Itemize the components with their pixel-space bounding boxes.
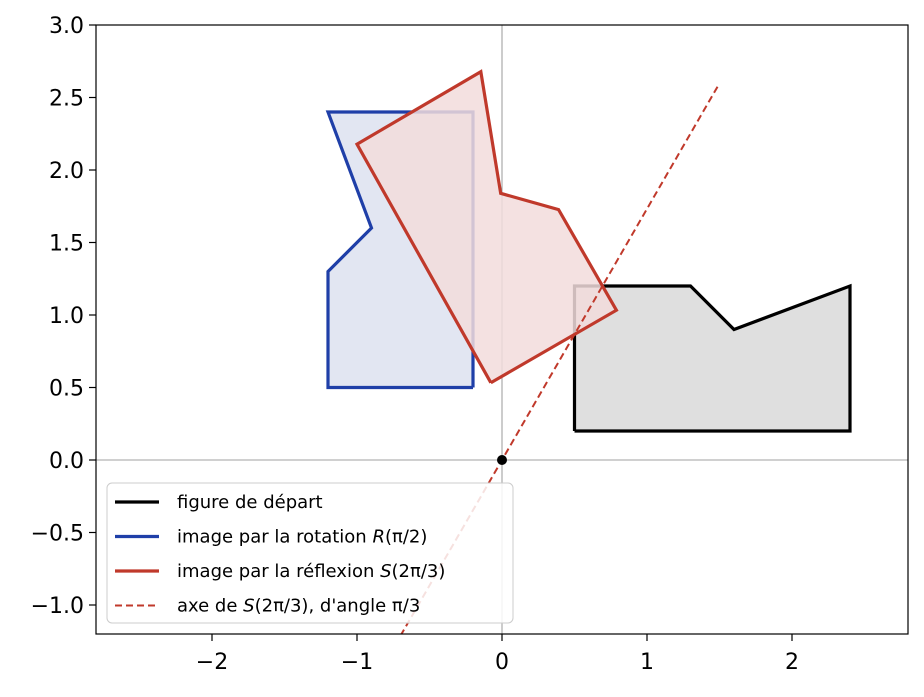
- x-tick-label-2: 0: [495, 650, 509, 675]
- legend-label-1: image par la rotation R(π/2): [177, 527, 427, 548]
- y-tick-label-7: 2.5: [49, 87, 84, 112]
- y-tick-label-2: 0.0: [49, 449, 84, 474]
- legend: figure de départ image par la rotation R(…: [106, 482, 514, 624]
- x-tick-label-1: −1: [341, 650, 373, 675]
- y-tick-label-0: −1.0: [31, 594, 84, 619]
- x-tick-label-3: 1: [640, 650, 654, 675]
- y-tick-label-1: −0.5: [31, 522, 84, 547]
- legend-label-2: image par la réflexion S(2π/3): [177, 561, 445, 582]
- x-tick-label-0: −2: [196, 650, 228, 675]
- y-tick-label-5: 1.5: [49, 232, 84, 257]
- origin-point: [497, 455, 507, 465]
- series-2-fill: [357, 71, 617, 383]
- series-2-outline: [354, 69, 619, 385]
- legend-box: [106, 482, 514, 624]
- legend-label-0: figure de départ: [177, 492, 323, 513]
- series-0-fill: [574, 286, 850, 431]
- series-3-axis-line: [400, 82, 721, 634]
- legend-label-3: axe de S(2π/3), d'angle π/3: [177, 596, 420, 617]
- series-layer: [325, 69, 852, 634]
- y-tick-label-8: 3.0: [49, 14, 84, 39]
- y-tick-label-6: 2.0: [49, 159, 84, 184]
- y-tick-label-3: 0.5: [49, 377, 84, 402]
- x-tick-label-4: 2: [785, 650, 799, 675]
- tick-layer: −2 −1 0 1 2 −1.0 −0.5 0.0 0.5 1.0 1.5 2.0 2.5 3.0: [31, 14, 799, 675]
- y-tick-label-4: 1.0: [49, 304, 84, 329]
